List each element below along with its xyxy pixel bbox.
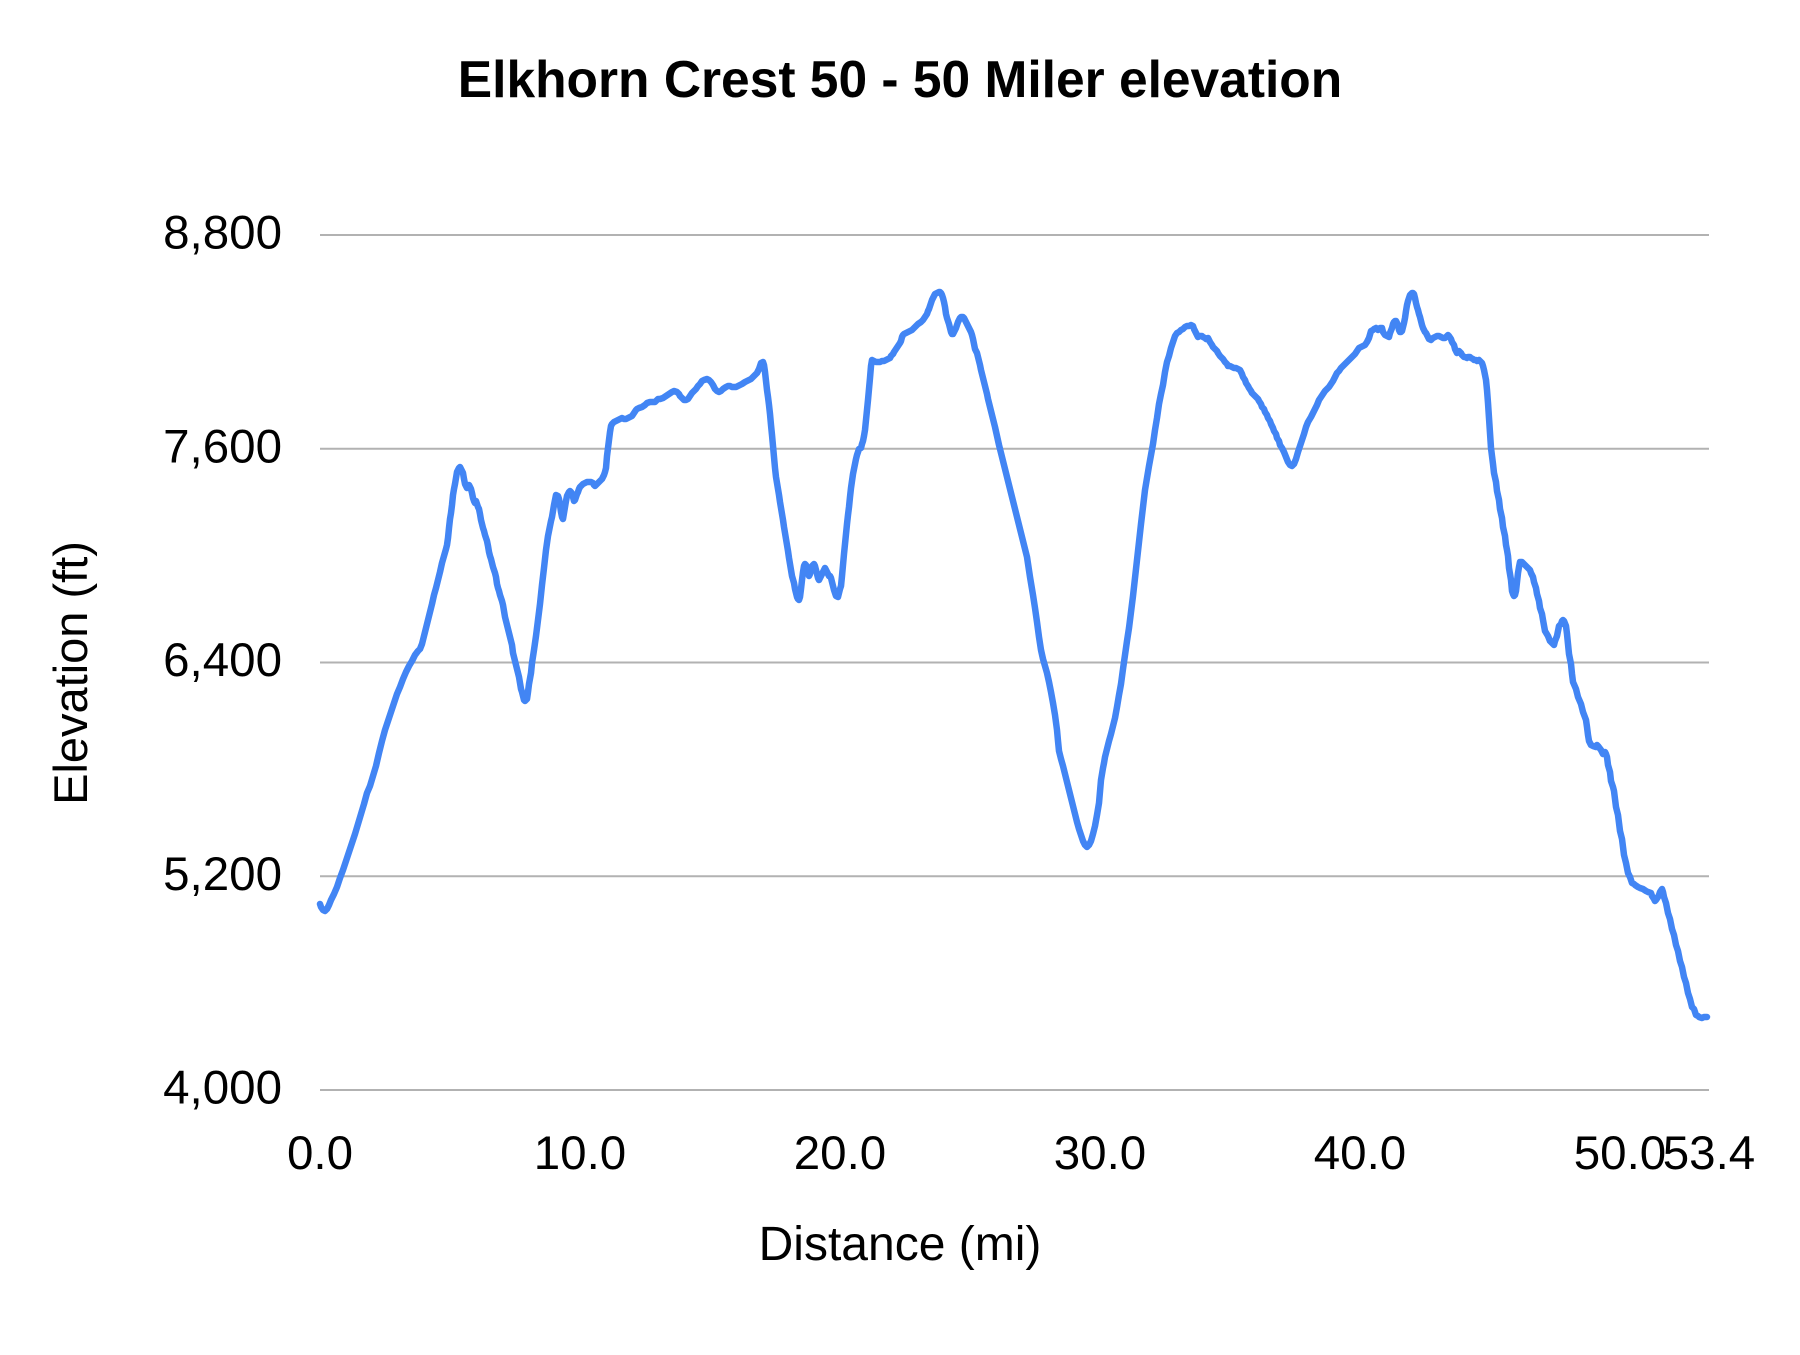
- svg-text:30.0: 30.0: [1054, 1127, 1146, 1180]
- svg-text:8,800: 8,800: [163, 207, 282, 260]
- svg-text:5,200: 5,200: [163, 848, 282, 901]
- svg-text:4,000: 4,000: [163, 1062, 282, 1115]
- svg-text:Elkhorn Crest 50 - 50 Miler el: Elkhorn Crest 50 - 50 Miler elevation: [458, 50, 1342, 108]
- svg-text:10.0: 10.0: [534, 1127, 626, 1180]
- svg-text:Distance (mi): Distance (mi): [759, 1218, 1042, 1271]
- svg-text:7,600: 7,600: [163, 420, 282, 473]
- svg-text:53.4: 53.4: [1663, 1127, 1755, 1180]
- svg-text:40.0: 40.0: [1314, 1127, 1406, 1180]
- svg-text:Elevation (ft): Elevation (ft): [44, 541, 97, 805]
- svg-text:50.0: 50.0: [1574, 1127, 1666, 1180]
- svg-text:0.0: 0.0: [287, 1127, 353, 1180]
- svg-text:20.0: 20.0: [794, 1127, 886, 1180]
- svg-text:6,400: 6,400: [163, 634, 282, 687]
